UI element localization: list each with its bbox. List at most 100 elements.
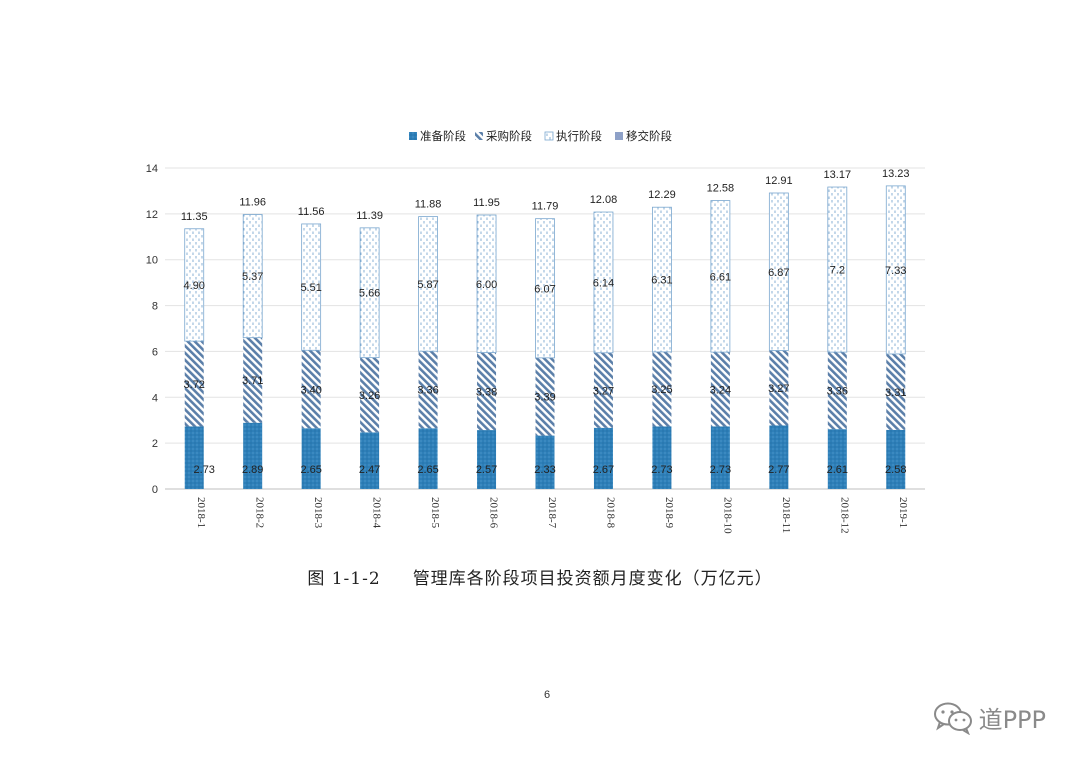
x-tick-label: 2018-12 (838, 497, 850, 534)
total-value-label: 12.91 (765, 175, 793, 187)
segment-value-label: 3.26 (359, 390, 380, 402)
segment-value-label: 7.2 (830, 265, 845, 277)
legend-label: 执行阶段 (556, 129, 602, 143)
segment-value-label: 3.36 (417, 385, 438, 397)
watermark-text: 道PPP (978, 706, 1046, 734)
bar-segment (535, 357, 555, 436)
bar-segment (476, 214, 497, 353)
bar-segment (886, 353, 906, 430)
figure-caption-label: 图 1-1-2 (307, 569, 381, 589)
bar-segment (710, 200, 731, 353)
total-value-label: 11.88 (415, 199, 442, 211)
segment-value-label: 6.61 (710, 271, 731, 283)
bar-segment (184, 426, 204, 489)
segment-value-label: 3.71 (242, 375, 263, 387)
figure-caption-text: 管理库各阶段项目投资额月度变化（万亿元） (412, 569, 773, 589)
segment-value-label: 4.90 (184, 280, 205, 292)
segment-value-label: 6.87 (768, 267, 789, 279)
x-axis: 2018-1 2018-2 2018-3 2018-4 2018-5 2018-6 2018… (195, 497, 909, 534)
bar-segment (885, 185, 906, 355)
segment-value-label: 2.73 (710, 464, 731, 476)
bar-segment (243, 422, 263, 489)
bar-segment (360, 357, 380, 433)
segment-value-label: 3.27 (593, 385, 614, 397)
total-value-label: 11.35 (181, 211, 208, 223)
bar-segment (827, 352, 847, 430)
segment-value-label: 3.24 (710, 384, 731, 396)
x-tick-label: 2018-11 (780, 497, 792, 533)
y-tick-label: 6 (152, 346, 158, 358)
bar-segment (418, 216, 438, 352)
segment-value-label: 2.58 (885, 464, 906, 476)
bar-segment (184, 341, 204, 427)
bar-segment (768, 192, 789, 351)
bar-segment (301, 428, 321, 489)
y-tick-label: 8 (152, 301, 158, 313)
segment-value-label: 2.65 (417, 464, 438, 476)
segment-value-label: 2.73 (194, 464, 215, 476)
bar-segment (827, 186, 848, 353)
legend-label: 移交阶段 (626, 129, 672, 143)
x-tick-label: 2018-8 (604, 497, 616, 529)
legend-label: 准备阶段 (420, 129, 466, 143)
y-tick-label: 4 (152, 392, 158, 404)
legend-label: 采购阶段 (486, 129, 532, 143)
bar-segment (652, 351, 672, 427)
total-value-label: 11.56 (298, 206, 325, 218)
segment-value-label: 7.33 (885, 265, 906, 277)
segment-value-label: 5.66 (359, 288, 380, 300)
bar-segment (710, 352, 730, 427)
segment-value-label: 5.37 (242, 271, 263, 283)
segment-value-label: 2.65 (300, 464, 321, 476)
bar-segment (184, 228, 205, 342)
legend-swatch (475, 132, 483, 140)
segment-value-label: 6.07 (534, 283, 555, 295)
segment-value-label: 3.36 (827, 386, 848, 398)
bar-segment (652, 206, 672, 353)
x-tick-label: 2019-1 (897, 497, 909, 528)
page-number: 6 (543, 689, 551, 701)
segment-value-label: 3.72 (184, 379, 205, 391)
bar-segment (535, 218, 555, 359)
y-tick-label: 0 (152, 484, 158, 496)
segment-value-label: 2.57 (476, 464, 497, 476)
bar-segment (593, 427, 613, 489)
segment-value-label: 2.67 (593, 464, 614, 476)
bar-segment (535, 435, 555, 489)
bars (184, 185, 906, 489)
data-labels: 2.73 3.72 4.90 11.35 2.89 3.71 5.37 11.96 2.65 3.… (181, 168, 910, 476)
total-value-label: 11.95 (473, 197, 500, 209)
segment-value-label: 3.40 (300, 384, 321, 396)
segment-value-label: 2.77 (768, 464, 789, 476)
bar-segment (886, 429, 906, 489)
x-tick-label: 2018-4 (371, 497, 383, 529)
total-value-label: 11.39 (356, 210, 383, 222)
segment-value-label: 3.31 (885, 387, 906, 399)
bar-segment (593, 211, 614, 354)
x-tick-label: 2018-6 (488, 497, 500, 529)
total-value-label: 12.29 (648, 189, 676, 201)
bar-segment (242, 214, 263, 339)
chart-legend: 准备阶段 采购阶段 执行阶段 移交阶段 (409, 129, 672, 143)
legend-swatch (544, 131, 554, 141)
total-value-label: 13.23 (882, 168, 910, 180)
watermark: 道PPP (933, 700, 1046, 735)
bar-segment (652, 426, 672, 489)
bar-segment (360, 432, 380, 489)
segment-value-label: 3.25 (651, 384, 672, 396)
x-tick-label: 2018-5 (429, 497, 441, 529)
total-value-label: 11.96 (239, 197, 266, 209)
wechat-icon (933, 701, 973, 735)
total-value-label: 11.79 (532, 201, 559, 213)
y-axis: 0 2 4 6 8 10 12 14 (146, 163, 158, 496)
segment-value-label: 2.73 (651, 464, 672, 476)
bar-segment (593, 352, 613, 428)
bar-segment (301, 350, 321, 429)
segment-value-label: 3.38 (476, 386, 497, 398)
segment-value-label: 6.14 (593, 277, 614, 289)
bar-segment (827, 429, 847, 489)
segment-value-label: 5.87 (417, 279, 438, 291)
total-value-label: 12.58 (707, 183, 735, 195)
figure-caption: 图 1-1-2 管理库各阶段项目投资额月度变化（万亿元） (0, 564, 1080, 589)
